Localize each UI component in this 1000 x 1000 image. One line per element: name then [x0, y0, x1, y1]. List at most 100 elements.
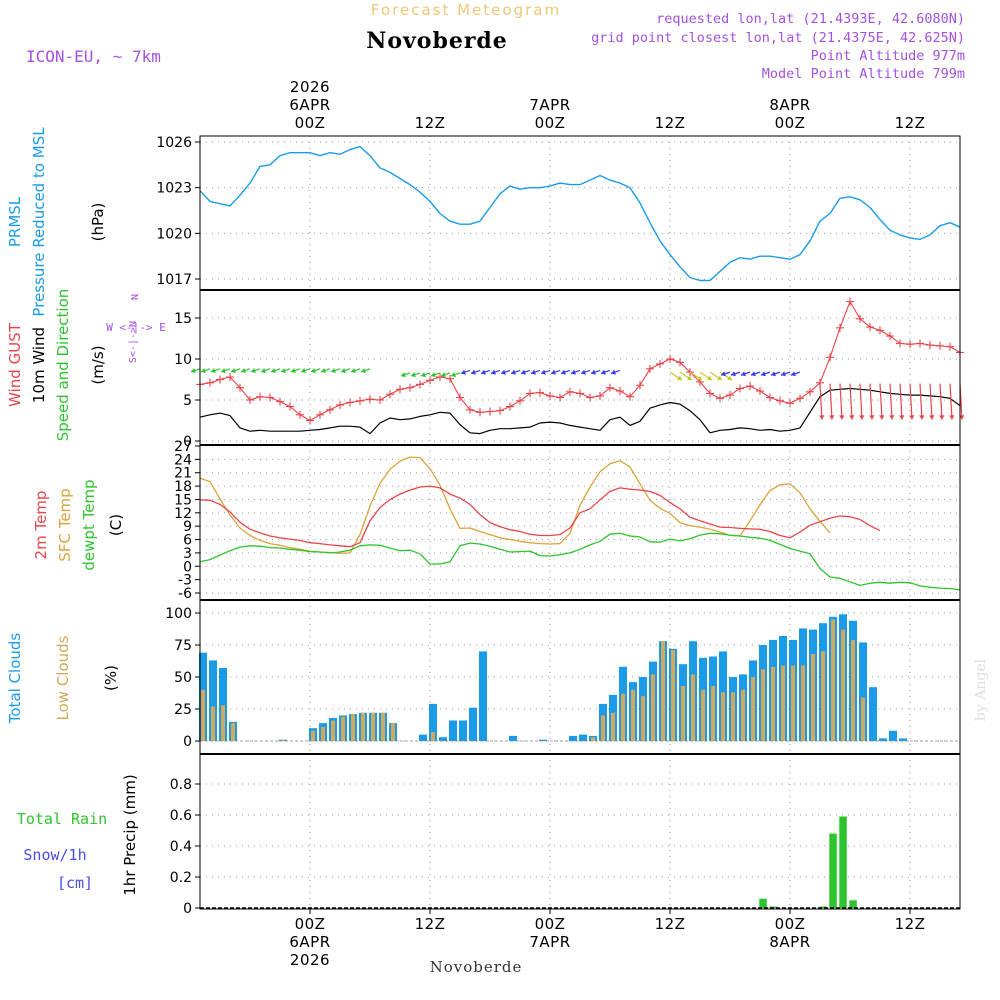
wind-arrow-head: [501, 369, 506, 375]
low-cloud-bar: [731, 692, 735, 741]
grid-layer: [200, 136, 960, 909]
low-cloud-bar: [211, 706, 215, 741]
rain-bar: [839, 816, 847, 908]
wind-direction-arrow: [340, 368, 351, 373]
low-cloud-bar: [651, 674, 655, 741]
rain-bar: [849, 900, 857, 909]
low-cloud-bar: [741, 689, 745, 741]
wind-direction-arrow: [580, 369, 591, 375]
wind-y-tick-label: 15: [174, 311, 192, 327]
gust-marker: [356, 396, 364, 405]
wind-arrow-head: [721, 371, 726, 377]
gust-marker: [656, 359, 664, 368]
gust-marker: [476, 408, 484, 417]
gust-marker: [326, 405, 334, 414]
wind-arrow-head: [879, 415, 885, 420]
wind-direction-arrow: [440, 372, 451, 378]
wind-arrow-head: [521, 369, 526, 375]
wind-arrow-head: [241, 368, 246, 373]
wind-direction-arrow: [310, 368, 321, 373]
wind-direction-arrow: [760, 371, 771, 377]
wind-arrow-head: [771, 371, 776, 377]
gust-marker: [856, 314, 864, 323]
wind-label: (m/s): [89, 345, 107, 384]
low-cloud-bar: [761, 669, 765, 741]
wind-arrow-head: [731, 371, 736, 377]
gust-marker: [796, 394, 804, 403]
temperature-label: (C): [107, 514, 125, 536]
wind-direction-arrow: [849, 383, 855, 420]
temperature-y-tick-label: 12: [174, 506, 192, 522]
gust-marker: [596, 391, 604, 400]
gust-marker: [836, 323, 844, 332]
wind-arrow-shaft: [819, 383, 823, 420]
wind-arrow-shaft: [879, 383, 883, 420]
low-cloud-bar: [841, 629, 845, 741]
wind-direction-arrow: [250, 368, 261, 373]
wind-direction-arrow: [590, 369, 601, 375]
wind-direction-arrow: [689, 371, 703, 381]
wind-direction-arrow: [719, 371, 733, 381]
wind-direction-arrow: [859, 383, 865, 420]
top-time-label: 00Z: [535, 114, 566, 132]
temperature-y-tick-label: 9: [183, 519, 192, 535]
gust-marker: [216, 375, 224, 384]
wind-direction-arrow: [220, 368, 231, 373]
gust-marker: [926, 341, 934, 350]
wind-arrow-head: [829, 415, 835, 420]
pressure-line: [199, 145, 961, 282]
precip-label: 1hr Precip (mm): [121, 774, 139, 895]
wind-arrow-shaft: [889, 383, 893, 420]
low-cloud-bar: [621, 693, 625, 741]
total-cloud-bar: [419, 734, 427, 741]
wind-direction-arrow: [330, 368, 341, 373]
wind-direction-arrow: [500, 369, 511, 375]
total-cloud-bar: [219, 668, 227, 741]
gust-marker: [496, 406, 504, 415]
temperature-y-tick-label: -3: [178, 573, 192, 589]
wind-direction-arrow: [270, 368, 281, 373]
low-cloud-bar: [431, 732, 435, 741]
bottom-time-label: 7APR: [529, 933, 570, 951]
location-title: Novoberde: [366, 28, 508, 54]
low-cloud-bar: [701, 689, 705, 741]
low-cloud-bar: [381, 712, 385, 741]
low-cloud-bar: [611, 712, 615, 741]
wind-arrow-head: [361, 368, 366, 373]
low-cloud-bar: [711, 686, 715, 741]
wind-arrow-shaft: [849, 383, 853, 420]
wind-arrow-head: [751, 371, 756, 377]
temperature-label: SFC Temp: [56, 488, 74, 561]
wind-arrow-head: [561, 369, 566, 375]
gust-marker: [676, 358, 684, 367]
wind-direction-arrow: [770, 371, 781, 377]
wind-arrow-shaft: [949, 383, 953, 420]
wind-arrow-shaft: [859, 383, 863, 420]
compass-south-north: S<-|->N: [128, 321, 139, 363]
wind-arrow-head: [839, 415, 845, 420]
faint-title: Forecast Meteogram: [371, 1, 561, 19]
wind-direction-arrow: [669, 371, 683, 381]
wind-arrow-head: [741, 371, 746, 377]
wind-arrow-head: [531, 369, 536, 375]
low-cloud-bar: [791, 665, 795, 741]
total-cloud-bar: [579, 734, 587, 741]
temperature-y-tick-label: 27: [174, 439, 192, 455]
wind-direction-arrow: [939, 383, 945, 420]
gust-marker: [516, 396, 524, 405]
model-label: ICON-EU, ~ 7km: [26, 47, 161, 66]
gust-marker: [226, 373, 234, 382]
temperature-y-tick-label: 18: [174, 479, 192, 495]
wind-direction-arrow: [280, 368, 291, 373]
gust-marker: [726, 391, 734, 400]
wind-arrow-head: [727, 375, 732, 381]
wind-direction-arrow: [430, 372, 441, 378]
wind-arrow-head: [929, 415, 935, 420]
temperature-y-tick-label: 3: [183, 546, 192, 562]
low-cloud-bar: [311, 730, 315, 741]
wind-direction-arrow: [610, 369, 621, 375]
low-cloud-bar: [331, 720, 335, 741]
gust-marker: [456, 393, 464, 402]
low-cloud-bar: [281, 739, 285, 741]
gust-marker: [336, 400, 344, 409]
